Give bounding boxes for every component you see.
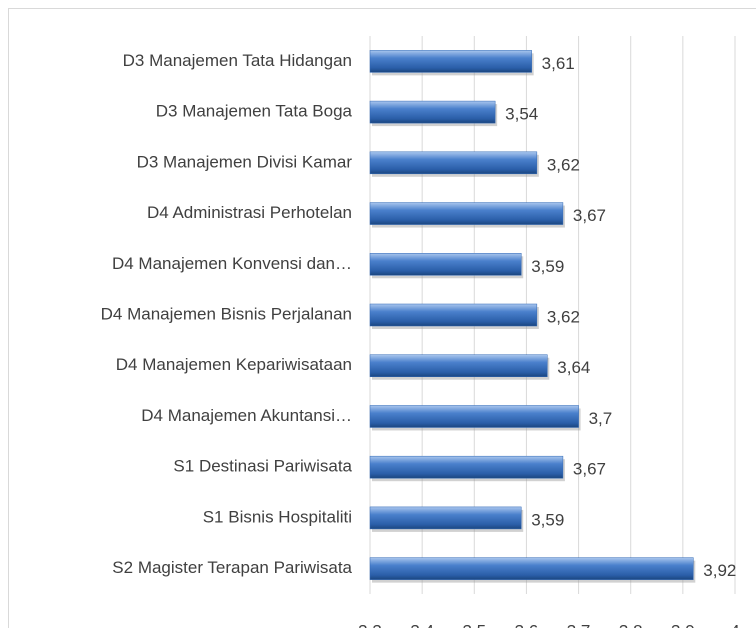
y-tick-label: D3 Manajemen Divisi Kamar bbox=[137, 152, 353, 171]
data-label: 3,62 bbox=[547, 307, 580, 326]
data-label: 3,67 bbox=[573, 206, 606, 225]
data-label: 3,59 bbox=[531, 257, 564, 276]
y-tick-label: D4 Manajemen Konvensi dan… bbox=[112, 254, 352, 273]
bar bbox=[370, 558, 693, 580]
x-tick-label: 3,5 bbox=[462, 621, 486, 628]
x-tick-label: 3,9 bbox=[671, 621, 695, 628]
bar bbox=[370, 152, 537, 174]
y-tick-label: D4 Manajemen Kepariwisataan bbox=[116, 355, 352, 374]
x-tick-label: 3,7 bbox=[567, 621, 591, 628]
bar bbox=[370, 304, 537, 326]
bar bbox=[370, 355, 547, 377]
x-tick-label: 3,6 bbox=[515, 621, 539, 628]
bar bbox=[370, 203, 563, 225]
data-label: 3,64 bbox=[557, 358, 590, 377]
y-tick-label: D4 Manajemen Bisnis Perjalanan bbox=[101, 304, 352, 323]
x-tick-label: 3,4 bbox=[410, 621, 434, 628]
x-tick-label: 4 bbox=[730, 621, 739, 628]
bar bbox=[370, 253, 521, 275]
bar bbox=[370, 50, 532, 72]
y-tick-label: D3 Manajemen Tata Boga bbox=[156, 102, 353, 121]
data-label: 3,7 bbox=[589, 409, 613, 428]
data-label: 3,92 bbox=[703, 561, 736, 580]
bar bbox=[370, 456, 563, 478]
data-label: 3,61 bbox=[542, 54, 575, 73]
x-tick-label: 3,8 bbox=[619, 621, 643, 628]
data-label: 3,54 bbox=[505, 105, 538, 124]
x-tick-label: 3,3 bbox=[358, 621, 382, 628]
bar bbox=[370, 507, 521, 529]
y-tick-label: S1 Destinasi Pariwisata bbox=[173, 457, 352, 476]
data-label: 3,62 bbox=[547, 155, 580, 174]
data-label: 3,59 bbox=[531, 510, 564, 529]
y-tick-label: D4 Administrasi Perhotelan bbox=[147, 203, 352, 222]
y-tick-label: D3 Manajemen Tata Hidangan bbox=[123, 51, 352, 70]
bar bbox=[370, 405, 579, 427]
data-label: 3,67 bbox=[573, 460, 606, 479]
y-tick-label: S2 Magister Terapan Pariwisata bbox=[112, 558, 352, 577]
y-tick-label: S1 Bisnis Hospitaliti bbox=[203, 507, 352, 526]
y-tick-label: D4 Manajemen Akuntansi… bbox=[141, 406, 352, 425]
bar bbox=[370, 101, 495, 123]
